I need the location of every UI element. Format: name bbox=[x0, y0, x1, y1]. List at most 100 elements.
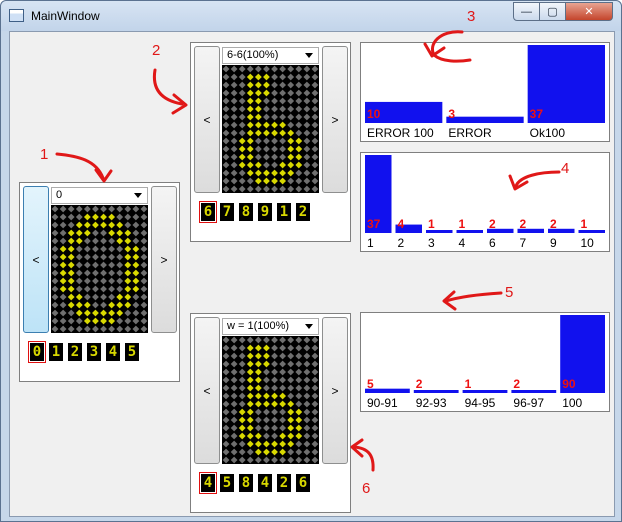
pixel-off bbox=[271, 376, 278, 384]
pixel-on bbox=[59, 245, 67, 253]
digit-thumbnail[interactable]: 8 bbox=[239, 203, 253, 221]
title-bar[interactable]: MainWindow — ▢ ✕ bbox=[1, 1, 621, 31]
pixel-off bbox=[238, 352, 246, 360]
pixel-off bbox=[287, 376, 295, 384]
bar-category-label: 100 bbox=[562, 396, 582, 410]
pixel-off bbox=[287, 65, 295, 73]
pixel-off bbox=[303, 352, 311, 360]
digit-thumbnail[interactable]: 2 bbox=[68, 343, 82, 361]
pixel-on bbox=[108, 301, 116, 309]
pixel-on bbox=[254, 400, 262, 408]
digit-combo[interactable]: w = 1(100%) bbox=[222, 318, 319, 335]
digit-pixel-grid[interactable] bbox=[222, 65, 319, 193]
digit-thumbnail[interactable]: 7 bbox=[220, 203, 234, 221]
digit-thumbnail[interactable]: 1 bbox=[277, 203, 291, 221]
pixel-off bbox=[51, 269, 59, 277]
pixel-on bbox=[279, 129, 287, 137]
digit-thumbnail[interactable]: 9 bbox=[258, 203, 272, 221]
pixel-on bbox=[246, 360, 254, 368]
pixel-on bbox=[295, 432, 303, 440]
maximize-button[interactable]: ▢ bbox=[539, 2, 566, 21]
pixel-off bbox=[287, 336, 295, 344]
pixel-on bbox=[263, 129, 270, 137]
pixel-off bbox=[230, 161, 238, 169]
pixel-off bbox=[295, 392, 303, 400]
pixel-off bbox=[311, 169, 319, 177]
histogram-bar bbox=[365, 388, 410, 393]
pixel-off bbox=[303, 392, 311, 400]
pixel-on bbox=[124, 237, 132, 245]
digit-combo[interactable]: 0 bbox=[51, 187, 148, 204]
digit-combo[interactable]: 6-6(100%) bbox=[222, 47, 319, 64]
pixel-off bbox=[303, 153, 311, 161]
next-button[interactable]: > bbox=[151, 186, 177, 333]
pixel-on bbox=[116, 293, 124, 301]
pixel-off bbox=[287, 456, 295, 464]
pixel-on bbox=[295, 408, 303, 416]
prev-button[interactable]: < bbox=[194, 46, 220, 193]
pixel-off bbox=[254, 336, 262, 344]
digit-thumbnail[interactable]: 5 bbox=[125, 343, 139, 361]
digit-thumbnail[interactable]: 8 bbox=[239, 474, 253, 492]
pixel-off bbox=[271, 73, 278, 81]
pixel-off bbox=[254, 185, 262, 193]
digit-thumbnail[interactable]: 6 bbox=[296, 474, 310, 492]
pixel-off bbox=[279, 81, 287, 89]
pixel-off bbox=[279, 344, 287, 352]
pixel-on bbox=[59, 277, 67, 285]
digit-thumbnail[interactable]: 4 bbox=[258, 474, 272, 492]
digit-pixel-grid[interactable] bbox=[222, 336, 319, 464]
prev-button[interactable]: < bbox=[194, 317, 220, 464]
pixel-off bbox=[59, 317, 67, 325]
pixel-off bbox=[279, 137, 287, 145]
pixel-off bbox=[230, 129, 238, 137]
pixel-off bbox=[222, 448, 230, 456]
minimize-button[interactable]: — bbox=[513, 2, 540, 21]
pixel-off bbox=[287, 384, 295, 392]
pixel-off bbox=[295, 344, 303, 352]
pixel-off bbox=[59, 205, 67, 213]
pixel-off bbox=[311, 440, 319, 448]
bar-value-label: 2 bbox=[416, 377, 423, 391]
digit-thumbnail[interactable]: 4 bbox=[199, 472, 217, 494]
pixel-off bbox=[230, 81, 238, 89]
pixel-off bbox=[222, 73, 230, 81]
pixel-off bbox=[295, 376, 303, 384]
next-button[interactable]: > bbox=[322, 317, 348, 464]
digit-thumbnail[interactable]: 4 bbox=[106, 343, 120, 361]
pixel-off bbox=[83, 285, 91, 293]
pixel-off bbox=[271, 352, 278, 360]
pixel-off bbox=[238, 344, 246, 352]
pixel-off bbox=[124, 221, 132, 229]
close-button[interactable]: ✕ bbox=[565, 2, 613, 21]
bar-category-label: 94-95 bbox=[465, 396, 496, 410]
digit-thumbnail[interactable]: 3 bbox=[87, 343, 101, 361]
pixel-off bbox=[92, 253, 99, 261]
digit-thumbnail[interactable]: 2 bbox=[277, 474, 291, 492]
pixel-on bbox=[295, 424, 303, 432]
digit-thumbnail[interactable]: 1 bbox=[49, 343, 63, 361]
digit-thumbnail[interactable]: 0 bbox=[28, 341, 46, 363]
pixel-off bbox=[132, 205, 140, 213]
pixel-on bbox=[83, 213, 91, 221]
digit-thumbnail[interactable]: 5 bbox=[220, 474, 234, 492]
pixel-off bbox=[75, 245, 83, 253]
pixel-off bbox=[303, 161, 311, 169]
digit-thumbnail[interactable]: 2 bbox=[296, 203, 310, 221]
pixel-off bbox=[92, 261, 99, 269]
digit-thumbnail[interactable]: 6 bbox=[199, 201, 217, 223]
next-button[interactable]: > bbox=[322, 46, 348, 193]
pixel-off bbox=[51, 317, 59, 325]
bar-category-label: Ok100 bbox=[530, 126, 566, 140]
pixel-off bbox=[222, 153, 230, 161]
pixel-off bbox=[287, 392, 295, 400]
prev-button[interactable]: < bbox=[23, 186, 49, 333]
pixel-on bbox=[246, 344, 254, 352]
pixel-off bbox=[246, 448, 254, 456]
digit-pixel-grid[interactable] bbox=[51, 205, 148, 333]
pixel-on bbox=[246, 432, 254, 440]
histogram-3: 5 90-91 2 92-93 1 94-95 2 96-97 90 100 bbox=[360, 312, 610, 412]
pixel-off bbox=[51, 301, 59, 309]
